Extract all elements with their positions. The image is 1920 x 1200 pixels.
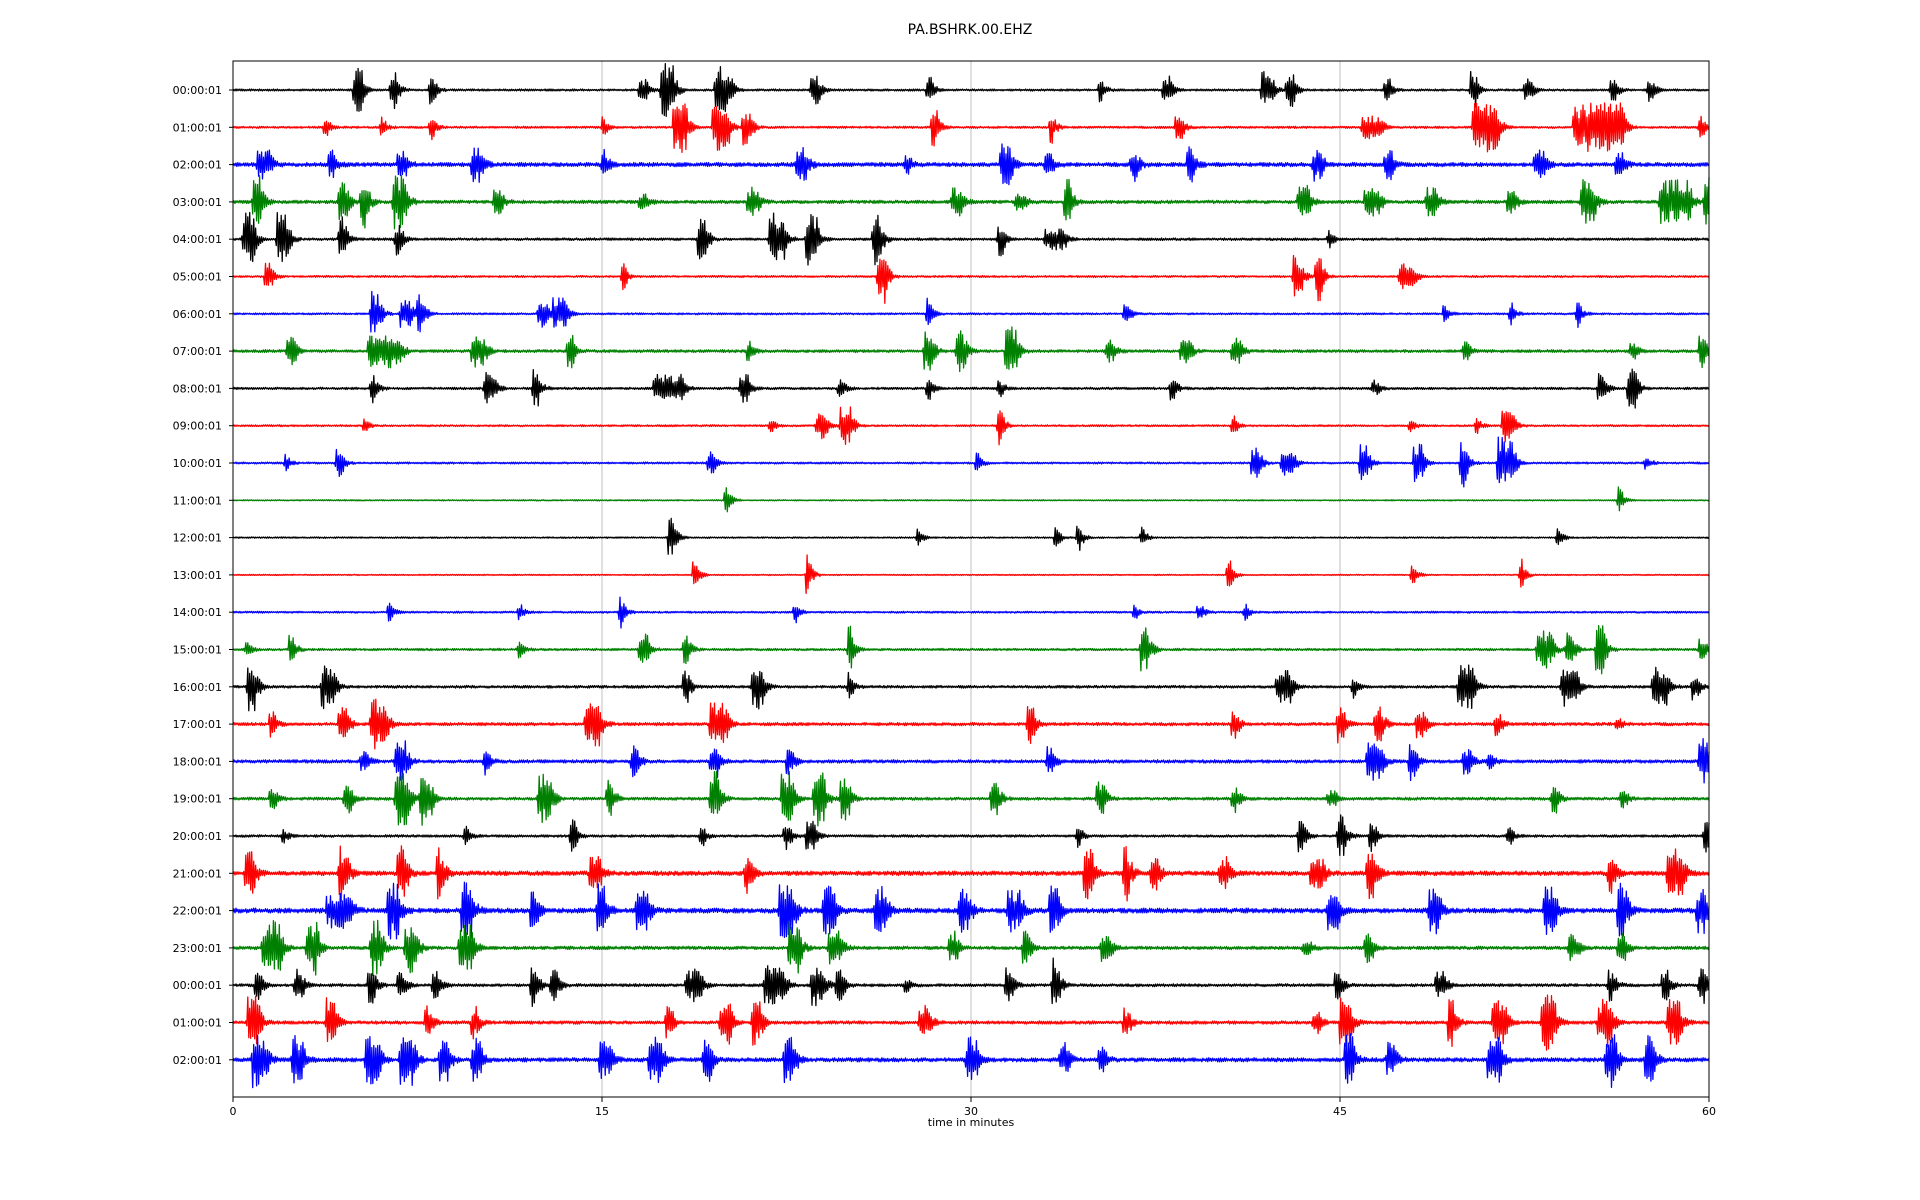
trace-row-11 [232,486,1710,513]
trace-row-19 [232,770,1710,827]
row-label-8: 08:00:01 [173,382,222,395]
trace-row-0 [232,62,1710,117]
row-label-11: 11:00:01 [173,494,222,507]
x-tick-label-4: 60 [1702,1105,1716,1118]
row-label-4: 04:00:01 [173,233,222,246]
x-axis: 0 15 30 45 60 [230,1097,1716,1118]
row-label-6: 06:00:01 [173,308,222,321]
x-tick-label-2: 30 [964,1105,978,1118]
trace-row-1 [232,102,1710,154]
row-label-18: 18:00:01 [173,755,222,768]
row-label-24: 00:00:01 [173,979,222,992]
trace-row-15 [232,625,1710,675]
seismic-traces [232,62,1710,1089]
trace-row-17 [232,698,1710,750]
chart-title: PA.BSHRK.00.EHZ [908,22,1033,38]
row-label-16: 16:00:01 [173,681,222,694]
row-label-25: 01:00:01 [173,1017,222,1030]
trace-row-4 [232,211,1710,266]
x-tick-label-0: 0 [230,1105,237,1118]
row-label-14: 14:00:01 [173,606,222,619]
trace-row-5 [232,254,1710,304]
row-label-23: 23:00:01 [173,942,222,955]
trace-row-26 [232,1033,1710,1089]
x-tick-label-3: 45 [1333,1105,1347,1118]
trace-row-21 [232,845,1710,902]
row-label-17: 17:00:01 [173,718,222,731]
trace-row-20 [232,814,1710,856]
trace-row-2 [232,143,1710,186]
trace-row-25 [232,994,1710,1051]
row-time-labels: 00:00:01 01:00:01 02:00:01 03:00:01 04:00:01… [173,84,233,1067]
vertical-gridlines [601,61,1341,1097]
x-tick-label-1: 15 [595,1105,609,1118]
trace-row-13 [232,554,1710,595]
trace-row-10 [232,436,1710,488]
trace-row-16 [232,664,1710,712]
row-label-7: 07:00:01 [173,345,222,358]
row-label-1: 01:00:01 [173,121,222,134]
trace-row-23 [232,919,1710,977]
row-label-0: 00:00:01 [173,84,222,97]
row-label-13: 13:00:01 [173,569,222,582]
row-label-15: 15:00:01 [173,644,222,657]
trace-row-24 [232,957,1710,1007]
row-label-2: 02:00:01 [173,159,222,172]
trace-row-3 [232,174,1710,230]
trace-row-12 [232,517,1710,555]
trace-row-18 [232,737,1710,784]
trace-row-22 [232,881,1710,940]
trace-row-8 [232,368,1710,409]
row-label-10: 10:00:01 [173,457,222,470]
trace-row-14 [232,596,1710,629]
trace-row-7 [232,326,1710,373]
trace-row-6 [232,290,1710,333]
x-axis-label: time in minutes [928,1116,1015,1129]
row-label-22: 22:00:01 [173,905,222,918]
row-label-9: 09:00:01 [173,420,222,433]
row-label-3: 03:00:01 [173,196,222,209]
row-label-21: 21:00:01 [173,867,222,880]
row-label-19: 19:00:01 [173,793,222,806]
row-label-26: 02:00:01 [173,1054,222,1067]
trace-row-9 [232,406,1710,446]
row-label-12: 12:00:01 [173,532,222,545]
row-label-20: 20:00:01 [173,830,222,843]
row-label-5: 05:00:01 [173,271,222,284]
